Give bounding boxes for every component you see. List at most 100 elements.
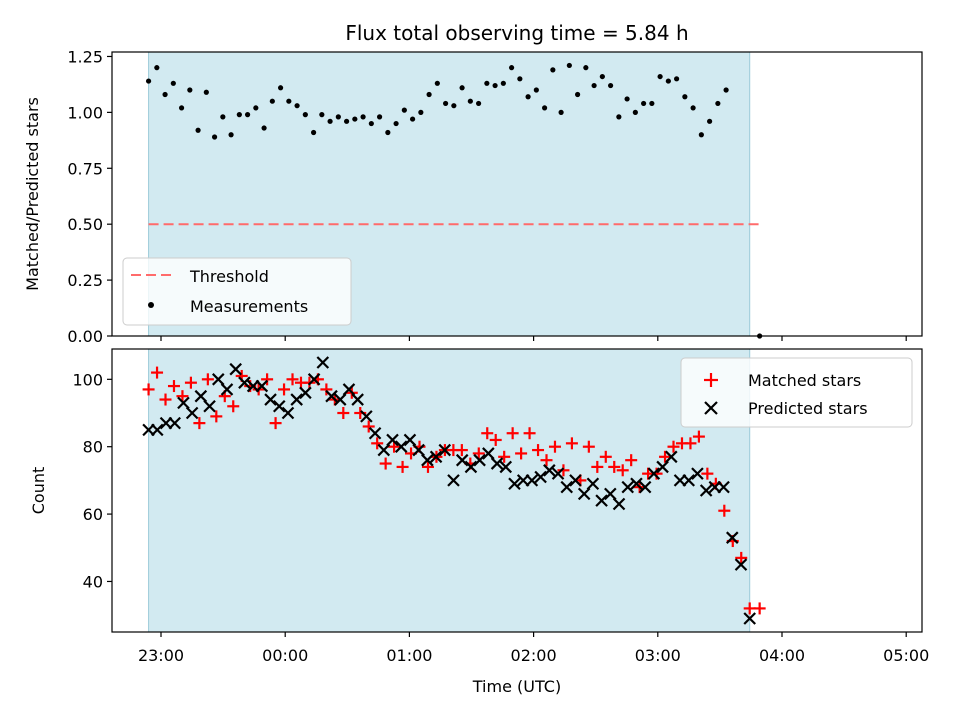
measurement-point bbox=[319, 112, 325, 118]
predicted-star-point bbox=[612, 497, 626, 511]
predicted-star-point bbox=[647, 467, 661, 480]
predicted-star-point bbox=[604, 487, 617, 501]
x-tick-label: 02:00 bbox=[511, 646, 557, 665]
matched-star-point bbox=[278, 383, 291, 396]
matched-star-point bbox=[540, 454, 553, 467]
matched-star-point bbox=[193, 417, 206, 430]
measurement-point bbox=[401, 107, 407, 113]
predicted-star-point bbox=[543, 464, 556, 477]
predicted-star-point bbox=[377, 443, 391, 457]
predicted-star-point bbox=[455, 453, 469, 467]
x-tick-label: 01:00 bbox=[386, 646, 432, 665]
matched-star-point bbox=[489, 433, 502, 446]
measurement-point bbox=[286, 98, 292, 104]
bottom-axes-frame bbox=[111, 348, 923, 633]
measurement-point bbox=[624, 96, 630, 102]
predicted-star-point bbox=[168, 416, 181, 430]
measurement-point bbox=[591, 82, 597, 89]
matched-star-point bbox=[608, 460, 621, 473]
matched-star-point bbox=[286, 373, 299, 386]
measurement-point bbox=[360, 114, 366, 120]
matched-star-point bbox=[692, 430, 705, 443]
matched-star-point bbox=[506, 427, 519, 440]
bottom-x-ticks: 23:00 00:00 01:00 02:00 03:00 04:00 05:00 bbox=[138, 632, 929, 665]
legend-threshold-label: Threshold bbox=[189, 267, 269, 286]
legend-predicted-swatch bbox=[704, 401, 718, 415]
matched-star-point bbox=[371, 437, 384, 450]
bottom-legend: Matched stars Predicted stars bbox=[680, 357, 913, 428]
predicted-star-point bbox=[691, 467, 704, 480]
measurement-point bbox=[310, 129, 317, 136]
bottom-y-axis-label: Count bbox=[29, 467, 48, 515]
measurement-point bbox=[244, 112, 251, 118]
matched-star-point bbox=[227, 400, 240, 413]
measurement-point bbox=[269, 98, 275, 104]
measurement-point bbox=[657, 73, 663, 80]
measurement-point bbox=[178, 105, 185, 111]
matched-star-point bbox=[565, 437, 578, 450]
legend-measurements-label: Measurements bbox=[190, 297, 308, 316]
measurement-point bbox=[261, 125, 267, 131]
measurement-point bbox=[211, 134, 218, 140]
measurement-point bbox=[203, 89, 209, 95]
measurement-point bbox=[162, 91, 168, 98]
measurement-point bbox=[566, 62, 572, 69]
measurement-point bbox=[220, 114, 226, 120]
predicted-star-point bbox=[743, 612, 756, 625]
predicted-star-point bbox=[665, 450, 678, 464]
measurement-point bbox=[608, 82, 614, 89]
top-y-tick-label: 0.50 bbox=[67, 215, 103, 234]
predicted-star-point bbox=[490, 457, 504, 470]
measurement-point bbox=[368, 120, 374, 127]
measurement-point bbox=[583, 65, 589, 71]
predicted-star-point bbox=[151, 423, 164, 437]
predicted-star-point bbox=[551, 467, 565, 480]
matched-star-point bbox=[557, 464, 570, 477]
bottom-y-ticks: 40 60 80 100 bbox=[72, 370, 112, 591]
measurement-point bbox=[459, 85, 465, 91]
measurement-point bbox=[558, 109, 564, 115]
matched-star-point bbox=[421, 460, 434, 473]
measurement-point bbox=[393, 120, 399, 127]
matched-star-point bbox=[320, 383, 333, 396]
matched-star-point bbox=[659, 450, 672, 463]
measurement-point bbox=[253, 105, 259, 111]
matched-star-point bbox=[455, 444, 468, 457]
matched-star-point bbox=[396, 460, 409, 473]
matched-star-point bbox=[753, 602, 766, 615]
matched-star-point bbox=[582, 440, 595, 453]
predicted-star-point bbox=[185, 406, 199, 420]
matched-star-point bbox=[684, 437, 697, 450]
predicted-star-point bbox=[464, 460, 478, 474]
measurement-point bbox=[409, 116, 416, 122]
measurement-point bbox=[195, 127, 201, 133]
measurement-point bbox=[302, 112, 308, 118]
bottom-y-tick-label: 100 bbox=[72, 370, 103, 389]
predicted-star-point bbox=[272, 399, 286, 413]
bottom-observing-shade bbox=[148, 348, 751, 633]
measurement-point bbox=[641, 100, 647, 107]
matched-star-point bbox=[718, 504, 731, 517]
predicted-star-point bbox=[447, 474, 460, 487]
legend-matched-label: Matched stars bbox=[748, 371, 861, 390]
measurement-point bbox=[294, 103, 300, 109]
matched-star-point bbox=[362, 420, 375, 433]
matched-star-point bbox=[142, 383, 155, 396]
predicted-star-point bbox=[586, 477, 600, 491]
measurement-point bbox=[682, 94, 688, 100]
matched-stars-points bbox=[142, 366, 766, 615]
measurement-point bbox=[451, 103, 457, 109]
predicted-star-point bbox=[482, 447, 495, 460]
bottom-y-tick-label: 60 bbox=[83, 505, 103, 524]
measurement-point bbox=[335, 114, 341, 120]
measurement-point bbox=[170, 80, 176, 86]
predicted-star-point bbox=[203, 399, 216, 413]
predicted-star-point bbox=[211, 373, 225, 386]
measurement-point bbox=[277, 85, 284, 91]
top-legend-box bbox=[122, 257, 352, 326]
predicted-star-point bbox=[351, 393, 364, 406]
top-y-ticks: 0.00 0.25 0.50 0.75 1.00 1.25 bbox=[67, 47, 112, 346]
predicted-star-point bbox=[569, 474, 582, 487]
matched-star-point bbox=[532, 444, 545, 457]
